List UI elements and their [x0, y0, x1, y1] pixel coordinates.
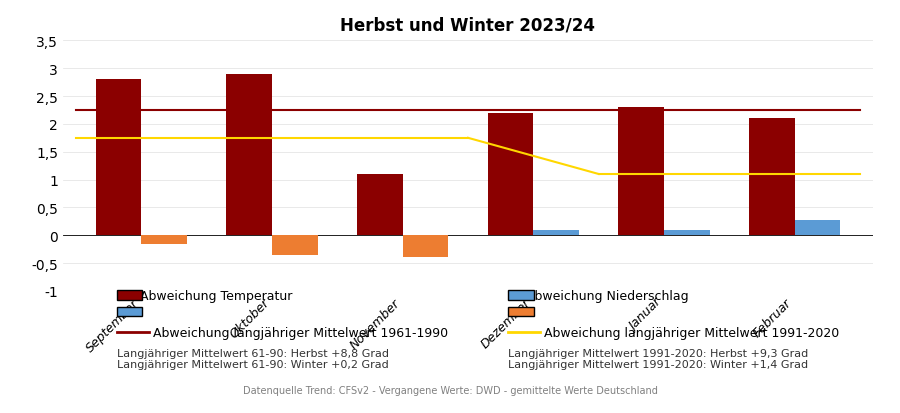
Text: Langjähriger Mittelwert 1991-2020: Winter +1,4 Grad: Langjähriger Mittelwert 1991-2020: Winte… [508, 359, 808, 369]
Bar [272, 236, 318, 255]
Text: Langjähriger Mittelwert 1991-2020: Herbst +9,3 Grad: Langjähriger Mittelwert 1991-2020: Herbs… [508, 348, 809, 358]
Bar [795, 221, 841, 236]
Bar [618, 108, 664, 236]
Bar [95, 80, 141, 236]
Text: Abweichung langjähriger Mittelwert 1961-1990: Abweichung langjähriger Mittelwert 1961-… [153, 326, 448, 339]
Bar [357, 175, 402, 236]
Bar [226, 75, 272, 236]
Title: Herbst und Winter 2023/24: Herbst und Winter 2023/24 [340, 16, 596, 34]
Text: Langjähriger Mittelwert 61-90: Herbst +8,8 Grad: Langjähriger Mittelwert 61-90: Herbst +8… [117, 348, 389, 358]
Bar [488, 114, 534, 236]
Bar [402, 236, 448, 258]
Text: Langjähriger Mittelwert 61-90: Winter +0,2 Grad: Langjähriger Mittelwert 61-90: Winter +0… [117, 359, 389, 369]
Text: Abweichung Niederschlag: Abweichung Niederschlag [526, 289, 689, 302]
Text: Datenquelle Trend: CFSv2 - Vergangene Werte: DWD - gemittelte Werte Deutschland: Datenquelle Trend: CFSv2 - Vergangene We… [243, 385, 657, 395]
Text: Abweichung Temperatur: Abweichung Temperatur [140, 289, 292, 302]
Bar [534, 230, 579, 236]
Bar [749, 119, 795, 236]
Text: Abweichung langjähriger Mittelwert 1991-2020: Abweichung langjähriger Mittelwert 1991-… [544, 326, 840, 339]
Bar [141, 236, 187, 244]
Bar [664, 230, 710, 236]
